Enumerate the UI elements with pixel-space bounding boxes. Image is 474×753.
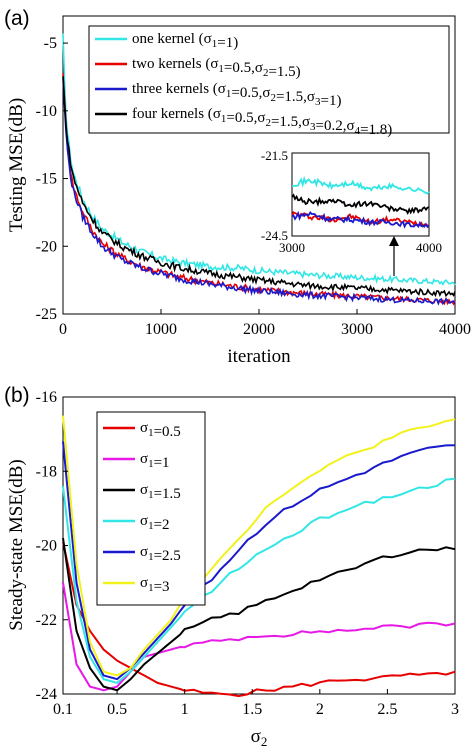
chart-b-series-line [62,537,456,692]
inset-arrow [389,236,399,276]
chart-a-ytick-label: -25 [36,306,57,323]
chart-a-series-line [62,77,456,306]
inset-ytick-bottom: -24.5 [261,228,288,243]
chart-a-xtick-label: 4000 [439,321,471,338]
chart-b-legend: σ1=0.5 σ1=1 σ1=1.5 σ1=2 σ1=2.5 σ1=3 [96,411,206,606]
chart-a-series-line [62,33,456,287]
chart-a-legend-label: two kernels (σ1=0.5,σ2=1.5) [132,56,301,80]
inset-ytick-top: -21.5 [261,148,288,163]
chart-b-legend-label: σ1=2 [140,513,170,533]
chart-b-ytick-label: -22 [36,612,57,629]
chart-b-legend-box [96,411,206,606]
chart-a-inset-frame [291,152,430,237]
chart-a-xtick-label: 0 [59,321,67,338]
inset-series-line [291,175,430,195]
chart-b-legend-label: σ1=1.5 [140,482,181,502]
chart-a-xtick-label: 1000 [145,321,177,338]
chart-b-xtick-label: 0.5 [107,701,127,718]
inset-xtick-right: 4000 [416,240,442,255]
chart-b-legend-label: σ1=1 [140,451,170,471]
inset-xtick-left: 3000 [279,240,305,255]
chart-b-ytick-label: -20 [36,538,57,555]
chart-a-ytick-label: -15 [36,171,57,188]
chart-b-xtick-label: 0.1 [53,701,73,718]
chart-b-xtick-label: 1.5 [242,701,262,718]
chart-b-series-line [62,582,456,692]
chart-a-legend-label: one kernel (σ1=1) [132,31,238,51]
chart-b-xtick-label: 2.5 [377,701,397,718]
chart-b-xlabel: σ2 [251,726,268,749]
chart-b-legend-label: σ1=0.5 [140,420,181,440]
chart-a-legend: one kernel (σ1=1) two kernels (σ1=0.5,σ2=… [88,25,450,138]
panel-a-label: (a) [4,7,30,30]
panel-b-label: (b) [4,384,30,407]
chart-b: 0.1 0.5 1 1.5 2 2.5 3 -16 -18 -20 -22 -24 σ2 Steady… [6,389,459,749]
chart-b-xtick-label: 3 [451,701,459,718]
chart-a: 0 1000 2000 3000 4000 -5 -10 -15 -20 -25 iteratio… [6,15,471,367]
chart-b-ytick-label: -16 [36,389,57,406]
chart-a-lines [62,33,456,306]
chart-a-series-line [62,76,456,298]
chart-a-legend-label: three kernels (σ1=0.5,σ2=1.5,σ3=1) [132,81,341,109]
chart-b-ytick-label: -24 [36,686,57,703]
chart-a-xtick-label: 2000 [243,321,275,338]
chart-a-ytick-label: -10 [36,103,57,120]
inset-series-line [291,210,430,229]
chart-a-xlabel: iteration [227,346,291,367]
chart-a-ytick-label: -5 [44,35,57,52]
inset-series-line [291,193,430,216]
chart-b-ytick-label: -18 [36,463,57,480]
chart-a-ylabel: Testing MSE(dB) [6,98,27,232]
chart-b-series-line [62,541,456,698]
chart-b-xtick-label: 1 [181,701,189,718]
chart-a-legend-label: four kernels (σ1=0.5,σ2=1.5,σ3=0.2,σ4=1.… [132,106,392,138]
chart-a-legend-box [88,25,450,134]
chart-b-legend-label: σ1=3 [140,575,170,595]
chart-a-inset: -21.5 -24.5 3000 4000 [261,148,442,255]
chart-b-ylabel: Steady-state MSE(dB) [6,459,27,631]
chart-b-legend-label: σ1=2.5 [140,544,181,564]
chart-a-xtick-label: 3000 [341,321,373,338]
chart-b-xtick-label: 2 [316,701,324,718]
chart-a-ytick-label: -20 [36,238,57,255]
